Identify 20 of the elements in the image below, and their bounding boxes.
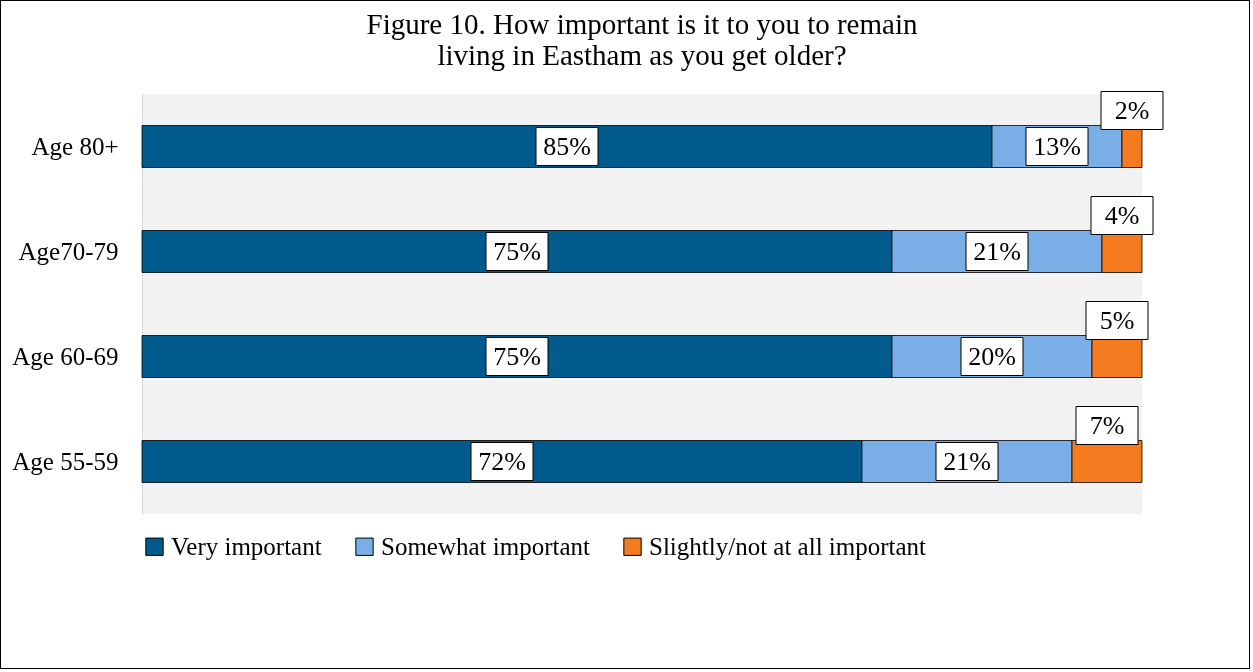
y-tick-label: Age 55-59	[12, 447, 119, 475]
legend-label: Slightly/not at all important	[649, 532, 927, 560]
data-label: 72%	[478, 446, 526, 476]
legend-label: Somewhat important	[381, 532, 591, 560]
y-tick-label: Age 60-69	[12, 342, 119, 370]
data-label: 75%	[493, 236, 541, 266]
data-label: 85%	[543, 131, 591, 161]
data-label: 13%	[1033, 131, 1081, 161]
y-tick-label: Age 80+	[31, 132, 119, 160]
data-label: 4%	[1104, 200, 1140, 230]
data-label: 7%	[1089, 410, 1125, 440]
data-label: 5%	[1099, 305, 1135, 335]
data-label: 75%	[493, 341, 541, 371]
chart-title: Figure 10. How important is it to you to remain living in Eastham as you get older?	[366, 8, 918, 71]
data-label: 21%	[943, 446, 991, 476]
legend-label: Very important	[171, 532, 322, 560]
y-tick-label: Age70-79	[18, 237, 119, 265]
data-label: 21%	[973, 236, 1021, 266]
data-label: 20%	[968, 341, 1016, 371]
data-label: 2%	[1114, 95, 1150, 125]
